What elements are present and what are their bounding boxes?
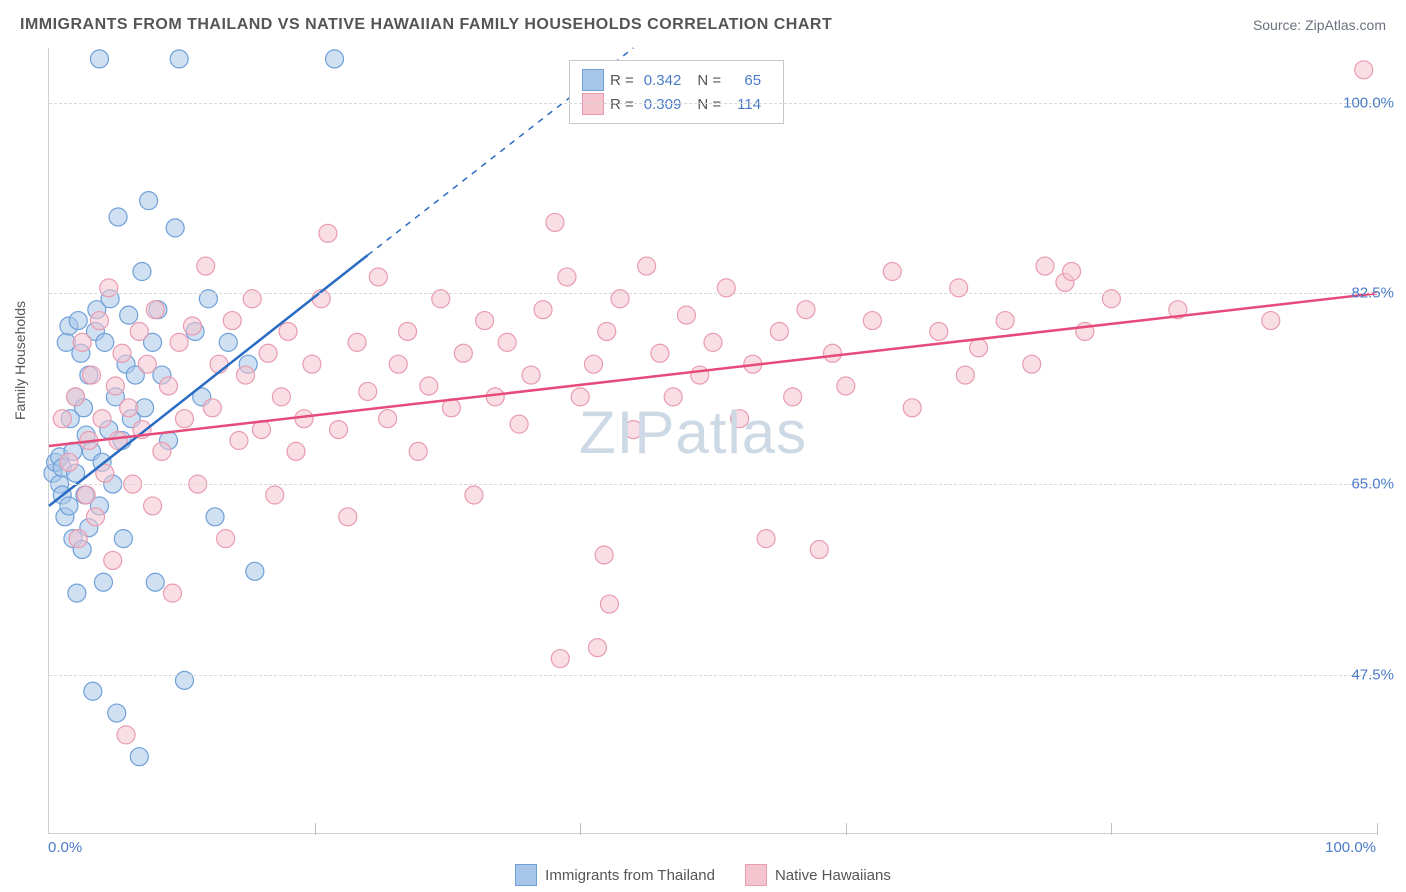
y-tick-label: 100.0% — [1343, 94, 1394, 111]
r-label-1: R = — [610, 72, 634, 89]
n-value-1: 65 — [731, 72, 761, 89]
scatter-plot-svg — [49, 48, 1377, 833]
n-label-2: N = — [697, 96, 721, 113]
bottom-legend: Immigrants from Thailand Native Hawaiian… — [0, 864, 1406, 886]
source-label: Source: ZipAtlas.com — [1253, 17, 1386, 33]
y-tick-label: 82.5% — [1351, 285, 1394, 302]
stats-row-1: R = 0.342 N = 65 — [582, 69, 771, 91]
r-label-2: R = — [610, 96, 634, 113]
chart-area: ZIPatlas R = 0.342 N = 65 R = 0.309 N = … — [48, 48, 1377, 834]
swatch-pink — [582, 93, 604, 115]
legend-swatch-blue — [515, 864, 537, 886]
r-value-2: 0.309 — [644, 96, 682, 113]
legend-item-2: Native Hawaiians — [745, 864, 891, 886]
legend-label-2: Native Hawaiians — [775, 867, 891, 884]
legend-item-1: Immigrants from Thailand — [515, 864, 715, 886]
y-tick-label: 47.5% — [1351, 666, 1394, 683]
n-value-2: 114 — [731, 96, 761, 113]
chart-title: IMMIGRANTS FROM THAILAND VS NATIVE HAWAI… — [20, 16, 832, 34]
stats-row-2: R = 0.309 N = 114 — [582, 93, 771, 115]
swatch-blue — [582, 69, 604, 91]
r-value-1: 0.342 — [644, 72, 682, 89]
stats-legend: R = 0.342 N = 65 R = 0.309 N = 114 — [569, 60, 784, 124]
x-tick-label-max: 100.0% — [1325, 839, 1376, 856]
y-axis-label: Family Households — [12, 301, 28, 420]
y-tick-label: 65.0% — [1351, 476, 1394, 493]
legend-swatch-pink — [745, 864, 767, 886]
x-tick-label-min: 0.0% — [48, 839, 82, 856]
legend-label-1: Immigrants from Thailand — [545, 867, 715, 884]
n-label-1: N = — [697, 72, 721, 89]
